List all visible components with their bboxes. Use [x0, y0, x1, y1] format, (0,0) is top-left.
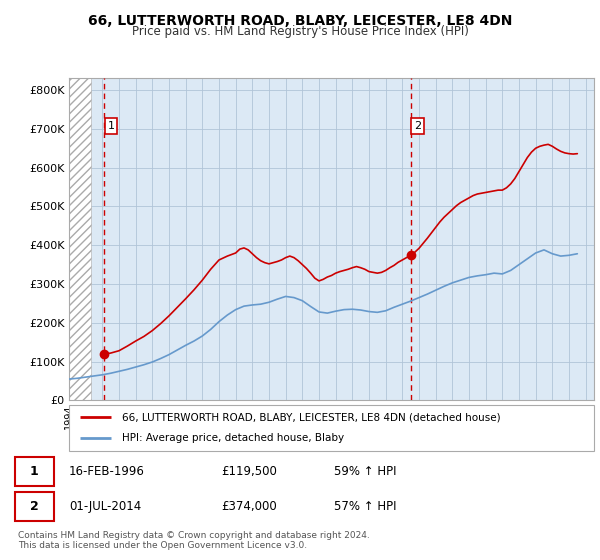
- Text: Price paid vs. HM Land Registry's House Price Index (HPI): Price paid vs. HM Land Registry's House …: [131, 25, 469, 38]
- FancyBboxPatch shape: [15, 492, 53, 521]
- Text: 1: 1: [30, 465, 39, 478]
- Text: 59% ↑ HPI: 59% ↑ HPI: [334, 465, 397, 478]
- Text: 1: 1: [107, 121, 115, 131]
- Text: 2: 2: [414, 121, 421, 131]
- Text: 01-JUL-2014: 01-JUL-2014: [69, 500, 141, 514]
- Text: 66, LUTTERWORTH ROAD, BLABY, LEICESTER, LE8 4DN (detached house): 66, LUTTERWORTH ROAD, BLABY, LEICESTER, …: [121, 412, 500, 422]
- FancyBboxPatch shape: [15, 457, 53, 486]
- Text: £374,000: £374,000: [221, 500, 277, 514]
- Text: 16-FEB-1996: 16-FEB-1996: [69, 465, 145, 478]
- Text: 2: 2: [30, 500, 39, 514]
- Text: Contains HM Land Registry data © Crown copyright and database right 2024.
This d: Contains HM Land Registry data © Crown c…: [18, 531, 370, 550]
- Text: 66, LUTTERWORTH ROAD, BLABY, LEICESTER, LE8 4DN: 66, LUTTERWORTH ROAD, BLABY, LEICESTER, …: [88, 14, 512, 28]
- FancyBboxPatch shape: [69, 405, 594, 451]
- Text: HPI: Average price, detached house, Blaby: HPI: Average price, detached house, Blab…: [121, 433, 344, 444]
- Text: £119,500: £119,500: [221, 465, 277, 478]
- Text: 57% ↑ HPI: 57% ↑ HPI: [334, 500, 397, 514]
